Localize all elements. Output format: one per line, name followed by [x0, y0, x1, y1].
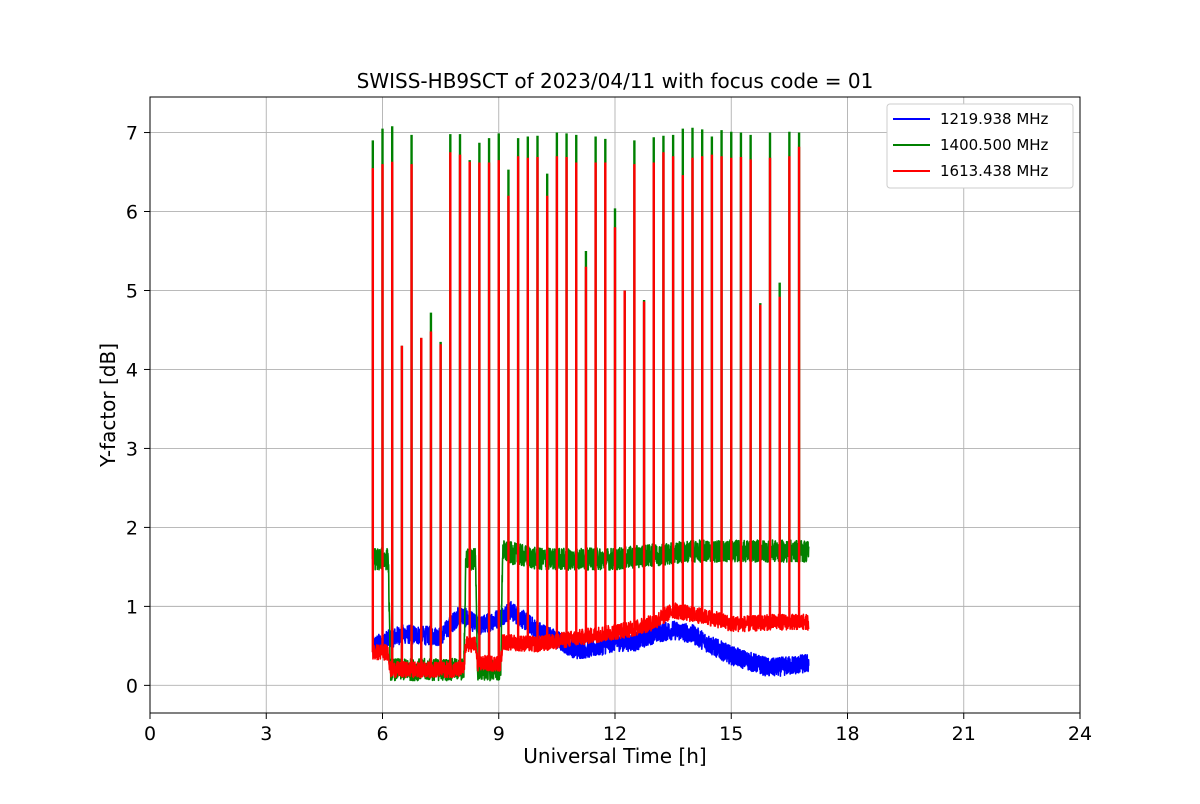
y-tick-label: 1 — [126, 596, 138, 618]
x-tick-label: 12 — [603, 723, 627, 745]
legend-label-1613-438: 1613.438 MHz — [940, 162, 1049, 180]
legend: 1219.938 MHz 1400.500 MHz 1613.438 MHz — [886, 103, 1074, 189]
x-tick-label: 3 — [260, 723, 272, 745]
x-axis-label: Universal Time [h] — [523, 744, 706, 768]
x-tick-label: 6 — [376, 723, 388, 745]
y-tick-label: 6 — [126, 202, 138, 224]
y-tick-label: 0 — [126, 675, 138, 697]
legend-box — [886, 103, 1074, 189]
y-tick-label: 3 — [126, 438, 138, 460]
plot-series — [371, 126, 810, 682]
y-tick-label: 4 — [126, 359, 138, 381]
chart-title: SWISS-HB9SCT of 2023/04/11 with focus co… — [357, 69, 874, 93]
series-line — [372, 602, 810, 679]
series-1613-438-mhz — [371, 146, 810, 679]
y-tick-label: 5 — [126, 280, 138, 302]
x-tick-label: 0 — [144, 723, 156, 745]
x-tick-label: 21 — [952, 723, 976, 745]
x-tick-label: 24 — [1068, 723, 1092, 745]
y-tick-label: 2 — [126, 517, 138, 539]
legend-label-1219-938: 1219.938 MHz — [940, 110, 1049, 128]
legend-label-1400-500: 1400.500 MHz — [940, 136, 1049, 154]
y-axis-label: Y-factor [dB] — [96, 343, 120, 468]
x-tick-label: 18 — [835, 723, 859, 745]
x-tick-label: 15 — [719, 723, 743, 745]
y-tick-label: 7 — [126, 123, 138, 145]
x-tick-label: 9 — [493, 723, 505, 745]
